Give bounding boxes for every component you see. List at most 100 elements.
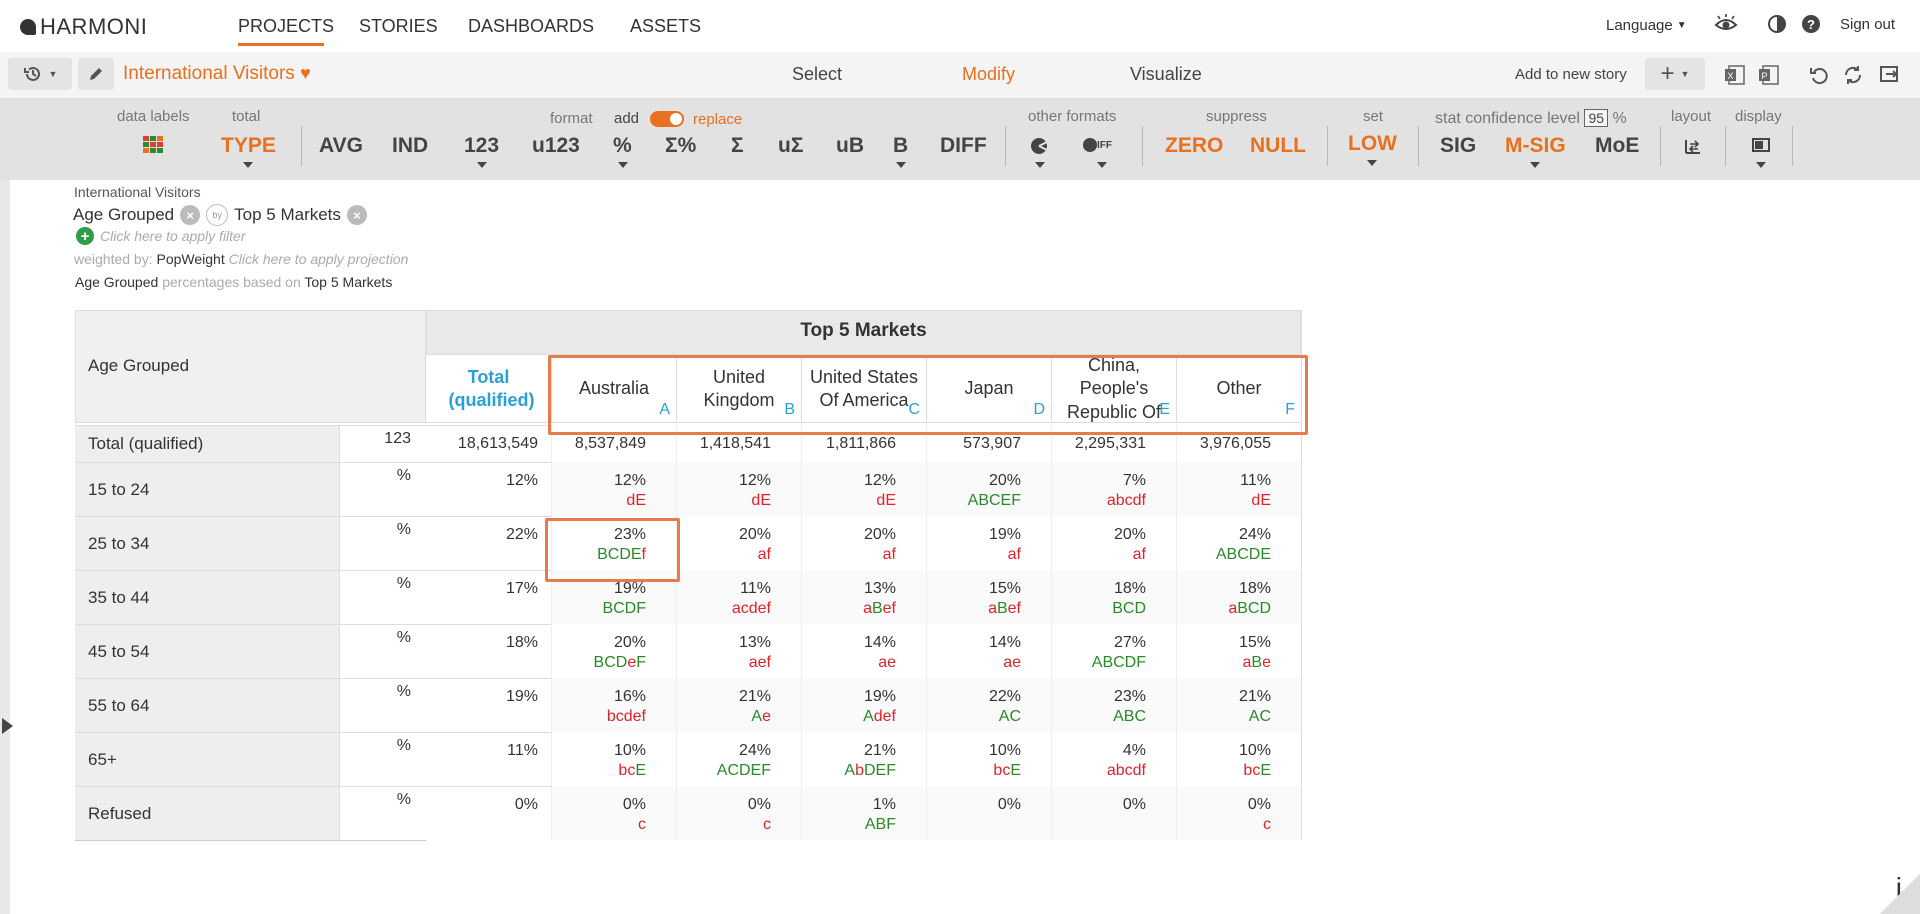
remove-column-variable-icon[interactable]: × — [346, 205, 367, 225]
column-header-c[interactable]: United States Of America C — [801, 355, 926, 423]
table-cell: 23% BCDEf — [551, 516, 676, 570]
excel-export-icon[interactable]: X — [1724, 64, 1746, 91]
table-cell: 14% ae — [926, 624, 1051, 678]
total-value: 0% — [514, 796, 538, 813]
apply-projection-hint[interactable]: Click here to apply projection — [228, 251, 409, 267]
row-labels-background — [75, 425, 339, 840]
swap-by-icon[interactable]: by — [206, 204, 229, 226]
cell-value: 23% — [1113, 688, 1146, 705]
sign-out-link[interactable]: Sign out — [1840, 16, 1896, 33]
row-label[interactable]: Refused — [88, 804, 152, 823]
add-replace-toggle[interactable] — [650, 111, 684, 127]
sig-letter-group: b — [855, 762, 864, 779]
heart-icon[interactable]: ♥ — [300, 63, 311, 83]
nav-dashboards[interactable]: DASHBOARDS — [468, 16, 595, 36]
table-cell: 12% dE — [551, 462, 676, 516]
sig-letter-group: E — [1260, 492, 1271, 509]
u-sum-button[interactable]: uΣ — [778, 134, 804, 157]
pie-format-icon[interactable] — [1029, 136, 1051, 161]
swap-icon[interactable] — [1878, 64, 1900, 91]
add-filter-plus-icon[interactable]: + — [76, 227, 94, 245]
table-cell: 20% BCDeF — [551, 624, 676, 678]
percent-button[interactable]: % — [613, 134, 632, 157]
left-panel-gutter[interactable] — [0, 180, 13, 914]
sig-button[interactable]: SIG — [1440, 134, 1477, 157]
m-sig-button[interactable]: M-SIG — [1505, 134, 1566, 157]
row-label[interactable]: 55 to 64 — [88, 696, 150, 715]
significance-letters: dE — [751, 492, 771, 510]
row-label[interactable]: 25 to 34 — [88, 534, 150, 553]
language-dropdown[interactable]: Language ▼ — [1606, 17, 1687, 34]
weight-variable[interactable]: PopWeight — [156, 251, 225, 267]
undo-icon[interactable] — [1808, 64, 1830, 91]
column-header-a[interactable]: Australia A — [551, 355, 676, 423]
resize-corner[interactable] — [1880, 874, 1920, 914]
row-variable[interactable]: Age Grouped — [73, 205, 175, 224]
diff-format-icon[interactable]: IFF — [1083, 136, 1112, 154]
sig-letter-group: BCD — [1112, 600, 1146, 617]
significance-letters: c — [638, 816, 646, 834]
cell-value: 20% — [738, 526, 771, 543]
nav-assets[interactable]: ASSETS — [630, 16, 702, 36]
refresh-icon[interactable] — [1842, 64, 1864, 91]
percent-sign: % — [1612, 110, 1627, 127]
column-variable[interactable]: Top 5 Markets — [234, 205, 341, 224]
column-letter: E — [1159, 401, 1170, 419]
row-label[interactable]: 45 to 54 — [88, 642, 150, 661]
nav-projects[interactable]: PROJECTS — [238, 16, 335, 36]
mode-visualize[interactable]: Visualize — [1130, 64, 1202, 84]
avg-button[interactable]: AVG — [319, 134, 363, 157]
contrast-icon[interactable] — [1767, 14, 1787, 34]
powerpoint-export-icon[interactable]: P — [1758, 64, 1780, 91]
diff-button[interactable]: DIFF — [940, 134, 987, 157]
set-label: set — [1363, 108, 1384, 125]
sum-button[interactable]: Σ — [731, 134, 744, 157]
column-header-f[interactable]: Other F — [1176, 355, 1301, 423]
type-button[interactable]: TYPE — [221, 134, 276, 157]
column-header-d[interactable]: Japan D — [926, 355, 1051, 423]
row-label[interactable]: 65+ — [88, 750, 117, 769]
count-123-button[interactable]: 123 — [464, 134, 500, 157]
zero-button[interactable]: ZERO — [1165, 134, 1224, 157]
ind-button[interactable]: IND — [392, 134, 429, 157]
mode-modify[interactable]: Modify — [962, 64, 1016, 84]
column-header-b[interactable]: United Kingdom B — [676, 355, 801, 423]
preview-eye-icon[interactable] — [1714, 13, 1738, 35]
u123-button[interactable]: u123 — [532, 134, 580, 157]
row-label[interactable]: 15 to 24 — [88, 480, 150, 499]
cell-value: 12% — [738, 472, 771, 489]
project-title[interactable]: International Visitors ♥ — [123, 63, 311, 85]
sig-letter-group: ABCDF — [1091, 654, 1146, 671]
add-story-button[interactable]: + ▼ — [1645, 58, 1705, 90]
nav-stories[interactable]: STORIES — [359, 16, 438, 36]
moe-button[interactable]: MoE — [1595, 134, 1640, 157]
expand-panel-arrow-icon[interactable] — [2, 718, 13, 734]
table-cell: 15% aBe — [1176, 624, 1301, 678]
sum-percent-button[interactable]: Σ% — [665, 134, 697, 157]
separator — [1005, 126, 1006, 166]
column-header-e[interactable]: China, People's Republic Of E — [1051, 355, 1176, 423]
row-label[interactable]: Total (qualified) — [88, 434, 204, 453]
row-label[interactable]: 35 to 44 — [88, 588, 150, 607]
b-button[interactable]: B — [893, 134, 909, 157]
history-dropdown[interactable]: ▼ — [8, 58, 72, 90]
low-button[interactable]: LOW — [1348, 132, 1397, 155]
layout-icon[interactable] — [1683, 136, 1703, 161]
mode-select[interactable]: Select — [792, 64, 843, 84]
confidence-level-input[interactable]: 95 — [1584, 109, 1609, 127]
display-icon[interactable] — [1751, 136, 1771, 161]
ub-button[interactable]: uB — [836, 134, 864, 157]
null-button[interactable]: NULL — [1250, 134, 1306, 157]
pencil-icon — [90, 68, 102, 80]
data-labels-grid-icon[interactable] — [143, 136, 165, 161]
row-stat-type: % — [396, 737, 411, 754]
total-value: 11% — [507, 742, 538, 759]
help-icon[interactable]: ? — [1801, 14, 1821, 34]
edit-pencil-button[interactable] — [78, 58, 114, 90]
table-cell: 20% ABCEF — [926, 462, 1051, 516]
filter-row[interactable]: + Click here to apply filter — [76, 227, 246, 245]
remove-row-variable-icon[interactable]: × — [180, 205, 201, 225]
total-qualified-header[interactable]: Total (qualified) — [426, 355, 551, 423]
apply-filter-hint[interactable]: Click here to apply filter — [100, 228, 246, 244]
harmoni-logo[interactable]: HARMONI — [20, 14, 147, 40]
